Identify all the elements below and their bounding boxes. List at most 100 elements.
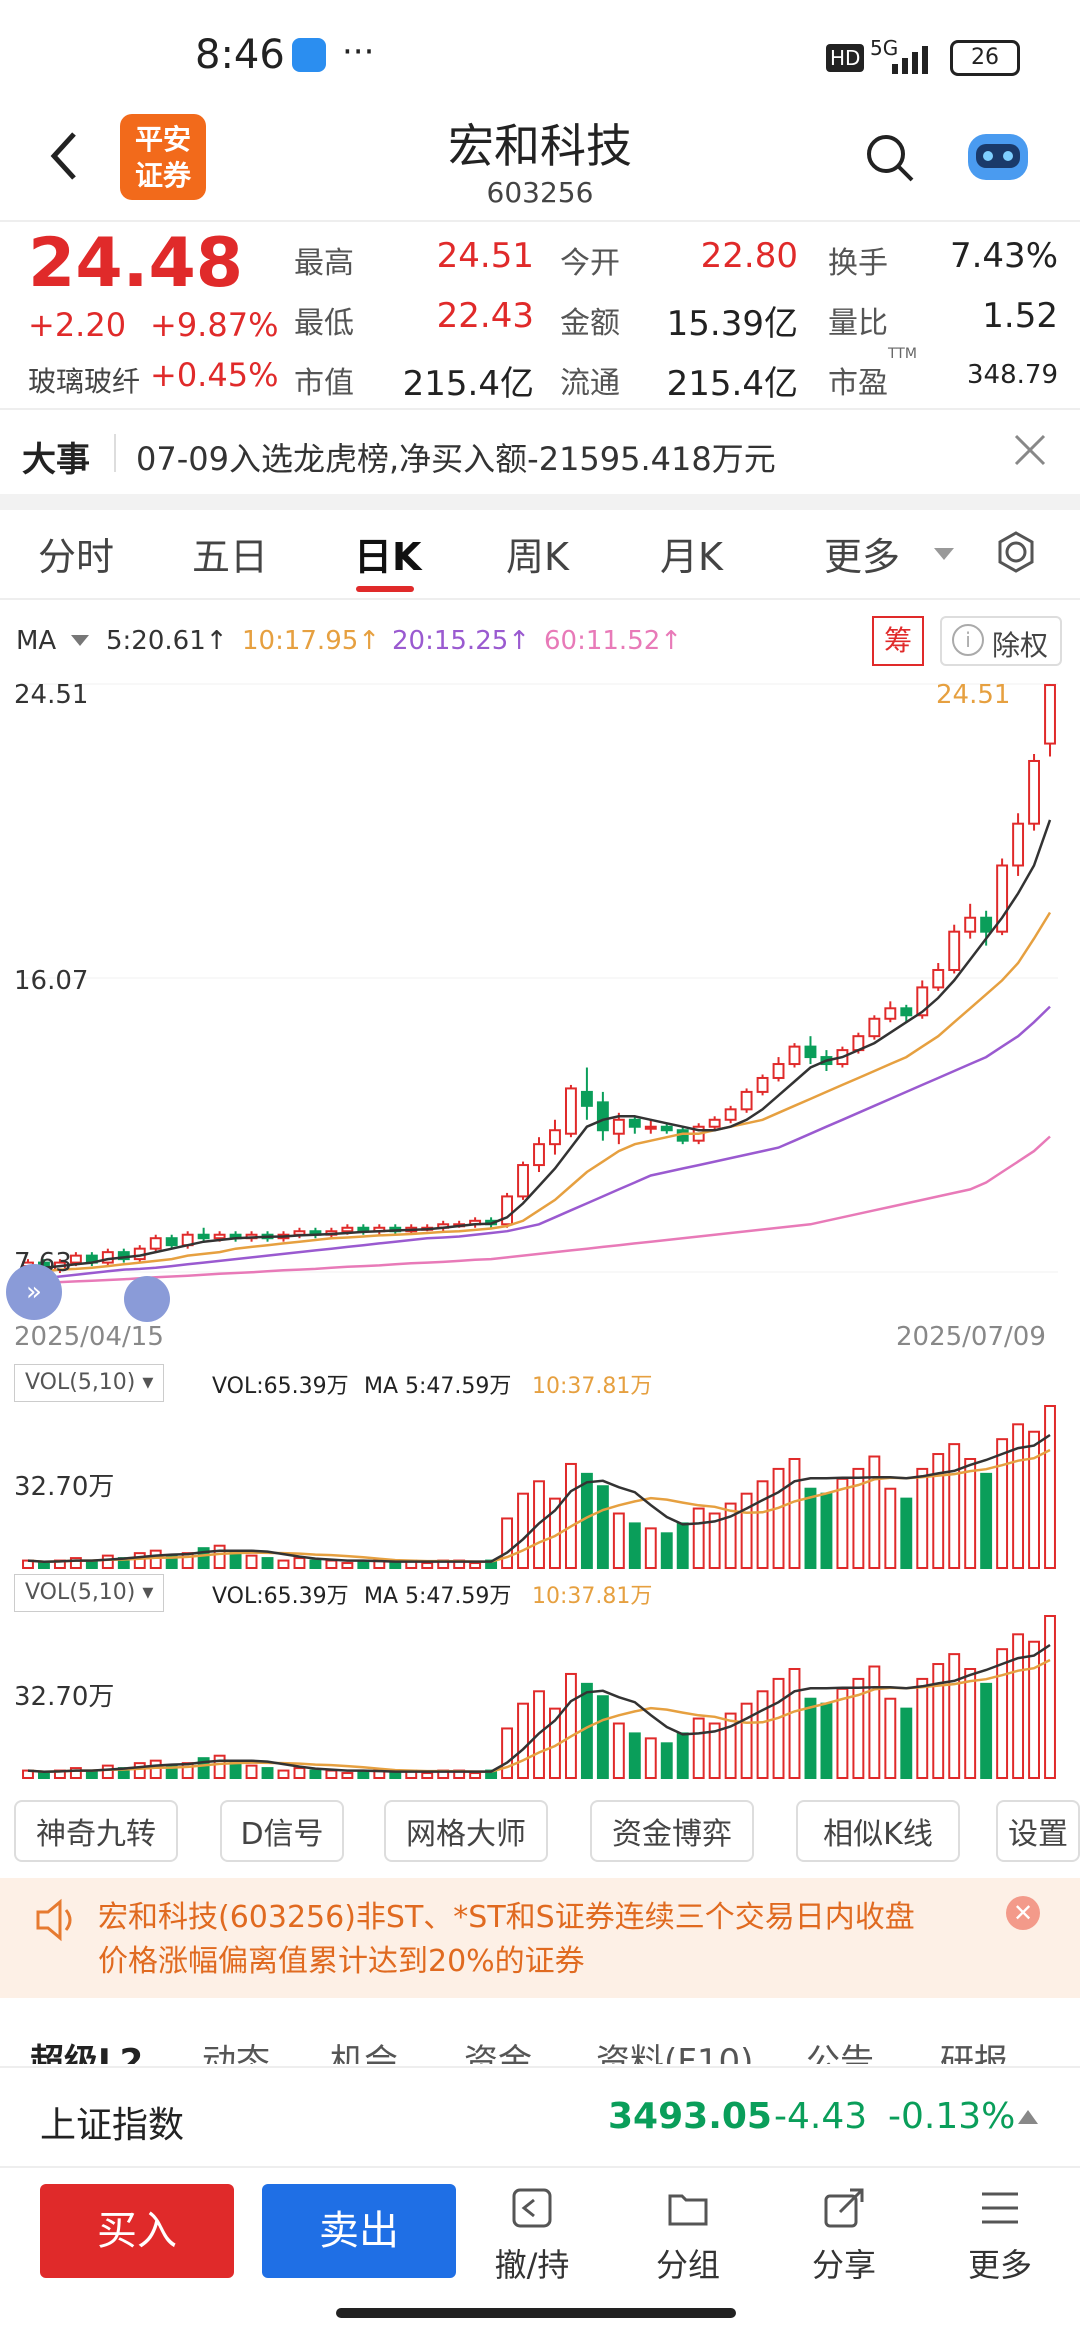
volume-bar xyxy=(900,1707,913,1779)
vol-indicator-selector[interactable]: VOL(5,10) ▾ xyxy=(14,1364,165,1402)
vol-ma5: MA 5:47.59万 xyxy=(364,1584,512,1609)
ma-bar: MA 5:20.61↑ 10:17.95↑ 20:15.25↑ 60:11.52… xyxy=(0,614,1080,670)
last-price: 24.48 xyxy=(28,224,244,303)
tab-daily-k[interactable]: 日K xyxy=(354,535,422,579)
tab-monthly-k[interactable]: 月K xyxy=(660,535,723,579)
speaker-icon xyxy=(36,1898,72,1942)
tab-super-l2[interactable]: 超级L2 xyxy=(30,2042,144,2064)
tab-five-day[interactable]: 五日 xyxy=(192,535,269,579)
volume-bar xyxy=(692,1717,705,1779)
ai-assistant-icon[interactable] xyxy=(958,122,1038,192)
price-change: +2.20 xyxy=(28,306,127,344)
notice-line2: 价格涨幅偏离值累计达到20%的证券 xyxy=(98,1944,585,1979)
vol-ma5-line xyxy=(27,1643,1051,1774)
candle-body xyxy=(341,1226,354,1233)
active-tab-indicator xyxy=(356,586,414,592)
close-icon[interactable] xyxy=(1012,432,1048,468)
expand-arrows-icon[interactable]: » xyxy=(6,1264,62,1320)
tool-d-signal[interactable]: D信号 xyxy=(220,1800,344,1862)
kline-svg xyxy=(20,683,1058,1285)
candle-body xyxy=(708,1118,721,1128)
vol-indicator-selector[interactable]: VOL(5,10) ▾ xyxy=(14,1574,165,1612)
dropdown-arrow-icon[interactable] xyxy=(932,546,956,562)
ma-dropdown-icon[interactable] xyxy=(70,634,90,648)
expand-up-icon[interactable] xyxy=(1016,2108,1040,2126)
undo-icon xyxy=(512,2188,552,2228)
more-item[interactable]: 更多 xyxy=(940,2184,1060,2294)
volume-bar xyxy=(676,1732,689,1779)
period-tabs: 分时 五日 日K 周K 月K 更多 xyxy=(0,510,1080,596)
kline-chart[interactable]: 24.51 16.07 7.63 24.51 2025/04/15 2025/0… xyxy=(0,672,1080,1352)
volume-bar xyxy=(1044,1405,1056,1569)
volume-bar xyxy=(213,1544,226,1570)
candle-body xyxy=(1028,759,1040,825)
candle-body xyxy=(533,1143,545,1167)
tab-announcements[interactable]: 公告 xyxy=(806,2042,874,2064)
tab-more[interactable]: 更多 xyxy=(824,535,901,579)
tool-capital-game[interactable]: 资金博弈 xyxy=(590,1800,754,1862)
vol-axis-label: 32.70万 xyxy=(14,1682,115,1712)
sector-name[interactable]: 玻璃玻纤 xyxy=(28,365,141,398)
tab-weekly-k[interactable]: 周K xyxy=(506,535,569,579)
status-more-dots: ··· xyxy=(342,32,375,72)
tool-magic-nine[interactable]: 神奇九转 xyxy=(14,1800,178,1862)
sell-button[interactable]: 卖出 xyxy=(262,2184,456,2278)
hd-badge: HD xyxy=(826,44,865,72)
share-item[interactable]: 分享 xyxy=(784,2184,904,2294)
overlay-toggle-icon[interactable] xyxy=(124,1276,170,1322)
volume-bar xyxy=(309,1769,322,1780)
volume-bar xyxy=(22,1769,34,1780)
volume-bar xyxy=(325,1559,338,1570)
tab-dynamics[interactable]: 动态 xyxy=(202,2042,270,2064)
search-icon[interactable] xyxy=(864,132,916,184)
notice-close-icon[interactable]: ✕ xyxy=(1006,1896,1040,1930)
adjust-button[interactable]: i 除权 xyxy=(940,616,1062,666)
volume-bar xyxy=(836,1687,849,1779)
volume-bar xyxy=(756,1690,769,1779)
section-tabs: 超级L2 动态 机会 资金 资料(F10) 公告 研报 xyxy=(0,2018,1080,2064)
nav-bar: 平安 证券 宏和科技 603256 xyxy=(0,110,1080,220)
volume-bar xyxy=(772,1467,785,1569)
volume-bar xyxy=(309,1559,322,1570)
tool-similar-k[interactable]: 相似K线 xyxy=(796,1800,960,1862)
volume-panel-1[interactable]: VOL(5,10) ▾ VOL:65.39万 MA 5:47.59万 10:37… xyxy=(0,1362,1080,1574)
tab-profile-f10[interactable]: 资料(F10) xyxy=(596,2042,754,2064)
group-item[interactable]: 分组 xyxy=(628,2184,748,2294)
volume-bar xyxy=(421,1772,434,1780)
index-bar[interactable]: 上证指数 3493.05 -4.43 -0.13% xyxy=(0,2070,1080,2166)
tab-opportunity[interactable]: 机会 xyxy=(330,2042,398,2064)
candle-body xyxy=(213,1233,226,1240)
volume-bar xyxy=(341,1772,354,1780)
volume-bar xyxy=(596,1485,609,1569)
cancel-hold-item[interactable]: 撤/持 xyxy=(472,2184,592,2294)
stat-market-cap-value: 215.4亿 xyxy=(402,364,534,404)
volume-bar xyxy=(980,1472,993,1569)
volume-bar xyxy=(948,1653,961,1779)
tool-grid-master[interactable]: 网格大师 xyxy=(384,1800,548,1862)
battery-icon: 26 xyxy=(950,40,1020,76)
chip-distribution-button[interactable]: 筹 xyxy=(872,616,924,666)
stat-low-value: 22.43 xyxy=(436,296,534,336)
tool-settings[interactable]: 设置 xyxy=(996,1800,1080,1862)
settings-gear-icon[interactable] xyxy=(994,530,1038,574)
tab-research[interactable]: 研报 xyxy=(940,2042,1008,2064)
volume-bar xyxy=(964,1667,977,1779)
risk-notice[interactable]: 宏和科技(603256)非ST、*ST和S证券连续三个交易日内收盘 价格涨幅偏离… xyxy=(0,1878,1080,1998)
stat-float-label: 流通 xyxy=(560,366,620,401)
stat-pe-label: 市盈 xyxy=(828,366,888,401)
volume-bar xyxy=(644,1737,657,1780)
stat-volume-ratio-label: 量比 xyxy=(828,306,888,341)
candle-body xyxy=(165,1237,178,1247)
back-chevron-icon[interactable] xyxy=(44,126,84,186)
volume-panel-2[interactable]: VOL(5,10) ▾ VOL:65.39万 MA 5:47.59万 10:37… xyxy=(0,1572,1080,1784)
ma-label[interactable]: MA xyxy=(16,626,57,656)
tab-capital[interactable]: 资金 xyxy=(464,2042,532,2064)
tab-timeshare[interactable]: 分时 xyxy=(38,535,115,579)
broker-logo-line2: 证券 xyxy=(134,159,191,192)
stat-high-value: 24.51 xyxy=(436,236,534,276)
event-bar[interactable]: 大事 07-09入选龙虎榜,净买入额-21595.418万元 xyxy=(0,412,1080,494)
candle-body xyxy=(1012,822,1025,867)
buy-button[interactable]: 买入 xyxy=(40,2184,234,2278)
ma5-line xyxy=(27,819,1052,1271)
stat-float-value: 215.4亿 xyxy=(666,364,798,404)
